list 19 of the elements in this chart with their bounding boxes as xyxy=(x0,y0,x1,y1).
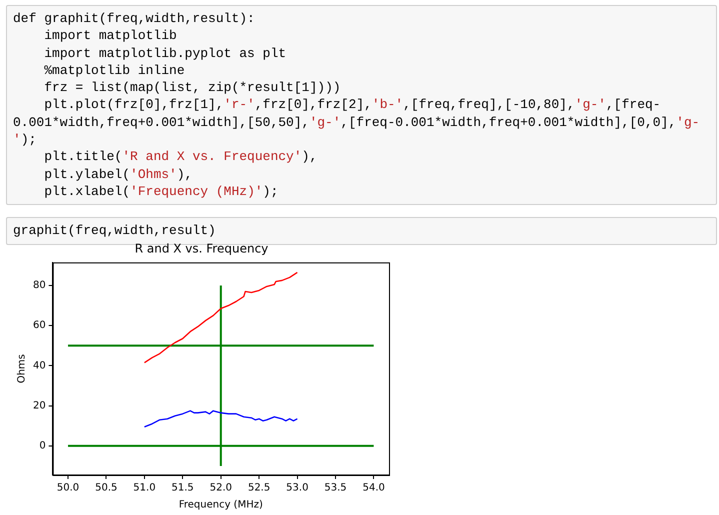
x-tick-label: 51.0 xyxy=(133,482,156,494)
x-tick-label: 50.5 xyxy=(95,482,118,494)
y-tick-label: 20 xyxy=(32,400,46,412)
y-tick-label: 0 xyxy=(39,440,46,452)
x-axis-title: Frequency (MHz) xyxy=(178,500,263,511)
y-axis-title: Ohms xyxy=(16,354,28,384)
x-tick-label: 51.5 xyxy=(172,482,194,494)
chart-title: R and X vs. Frequency xyxy=(134,241,268,256)
x-tick-label: 53.5 xyxy=(324,482,347,494)
text: graphit(freq,width,result) xyxy=(13,222,217,240)
y-tick-label: 40 xyxy=(32,360,46,372)
text: def graphit(freq,width,result): import matplotlib import matplotlib.pyplot as plt %matplotlib inline frz = list(map(list, zip(*result[1]))) plt.plot(frz[0],frz[1],'r-',frz[0],frz[2],'b-',[freq,freq],[-10,80],'g-',[freq-0.001*width,freq+0.001*width],[50,50],'g-',[freq-0.001*width,freq+0.001*width],[0,0],'g-'); plt.title('R and X vs. Frequency'), plt.ylabel('Ohms'), plt.xlabel('Frequency (MHz)'); xyxy=(13,11,700,199)
x-tick-label: 53.0 xyxy=(286,482,308,494)
x-tick-label: 52.0 xyxy=(210,482,232,494)
y-tick-label: 80 xyxy=(32,280,46,292)
y-tick-label: 60 xyxy=(32,320,46,332)
x-tick-label: 54.0 xyxy=(362,482,385,494)
x-tick-label: 50.0 xyxy=(56,482,80,494)
x-tick-label: 52.5 xyxy=(248,482,270,494)
